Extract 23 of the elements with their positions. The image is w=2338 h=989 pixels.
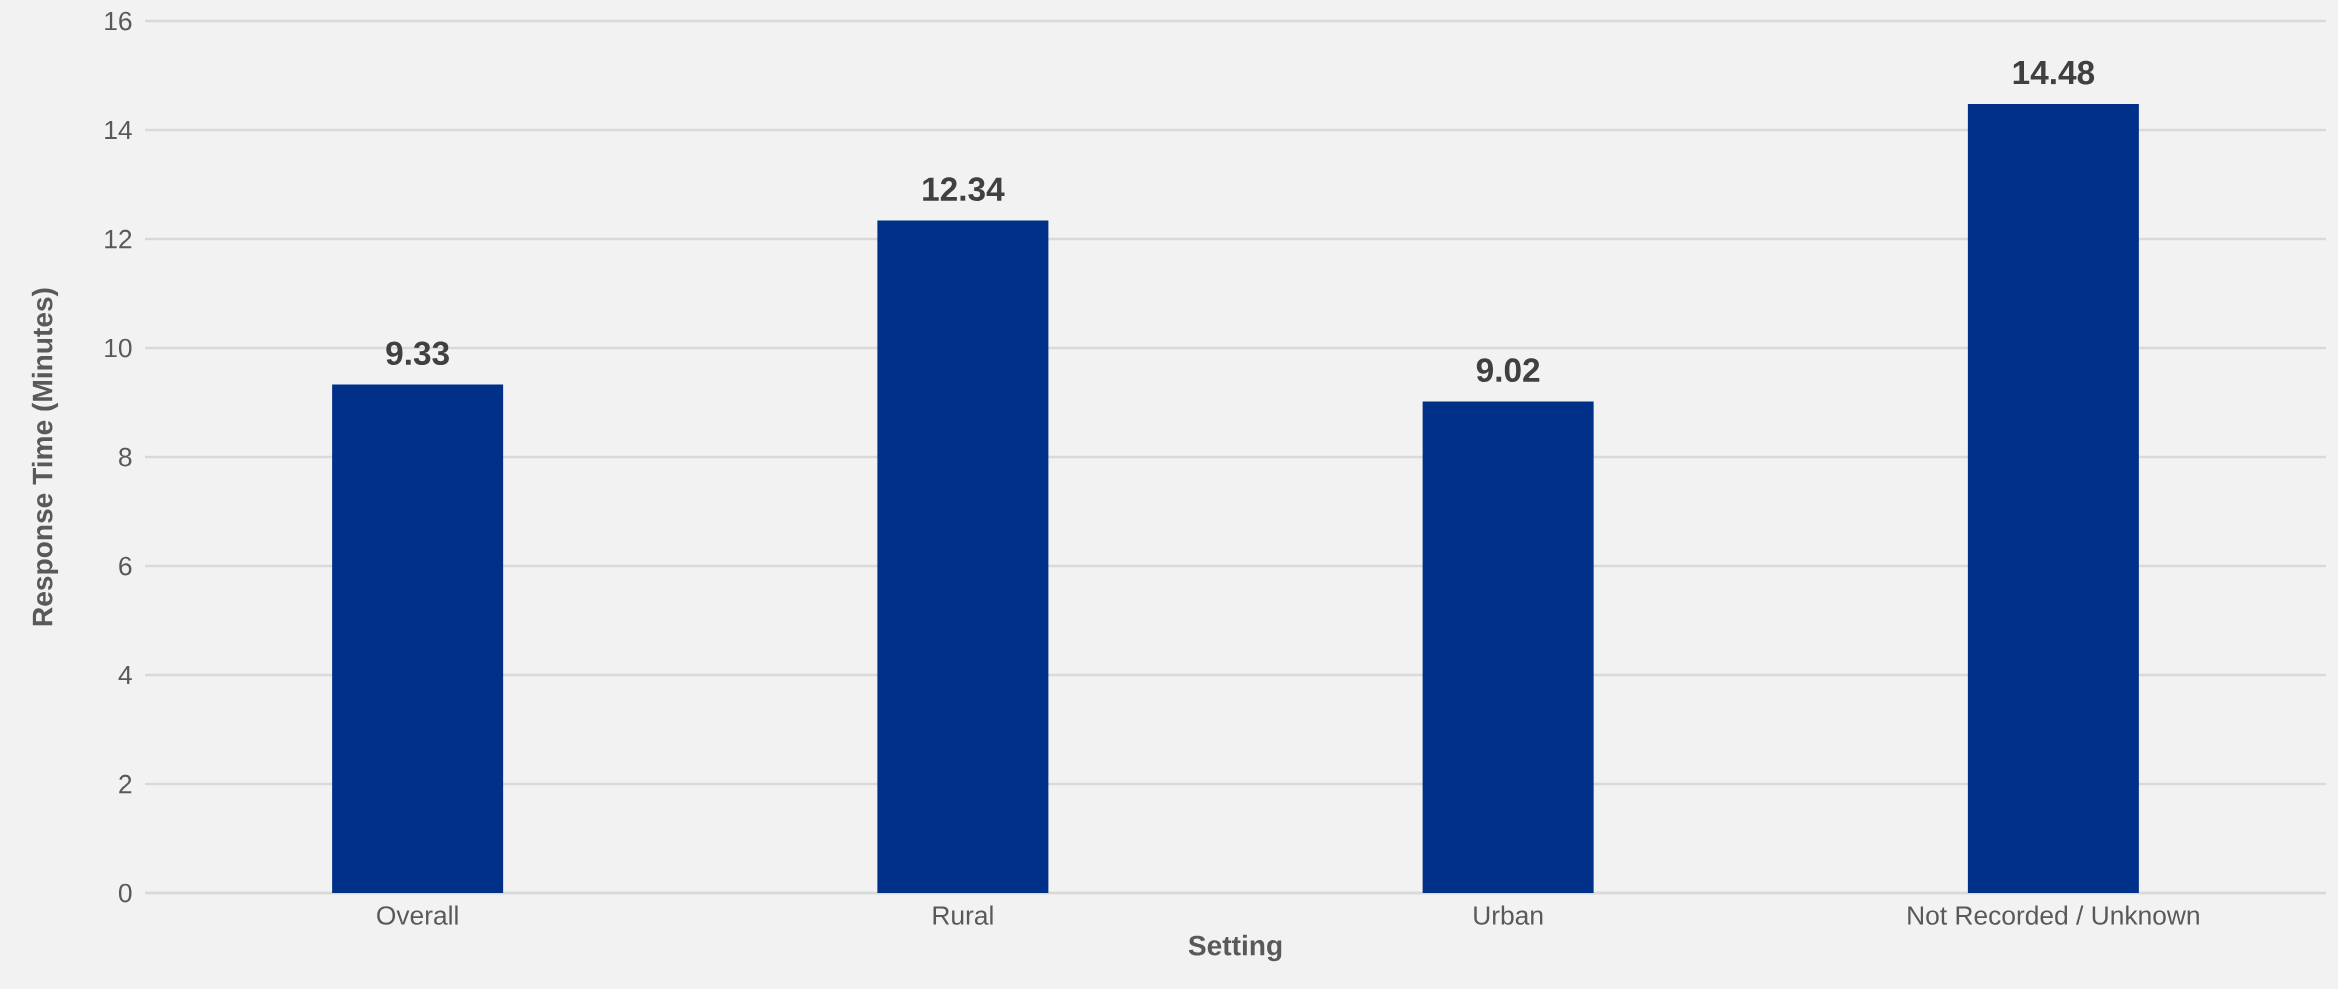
- y-tick-label: 10: [105, 338, 132, 358]
- x-axis-title: Setting: [1188, 934, 1282, 962]
- data-label: 14.48: [2013, 60, 2095, 85]
- x-tick-label: Not Recorded / Unknown: [1908, 905, 2199, 925]
- x-tick-label: Rural: [933, 905, 993, 925]
- y-tick-label: 12: [105, 229, 132, 249]
- x-tick-label: Urban: [1474, 905, 1543, 925]
- y-tick-label: 6: [119, 556, 132, 576]
- y-axis-title: Response Time (Minutes): [31, 288, 59, 626]
- data-label: 9.02: [1476, 358, 1540, 382]
- bar: [1422, 401, 1594, 894]
- x-tick-label: Overall: [377, 905, 458, 925]
- y-tick-label: 8: [119, 447, 132, 467]
- y-tick-label: 0: [118, 883, 132, 903]
- bar: [332, 384, 504, 894]
- y-tick-label: 4: [118, 665, 132, 685]
- data-label: 9.33: [386, 341, 449, 366]
- bar: [1967, 103, 2139, 894]
- bar: [877, 220, 1049, 894]
- y-tick-label: 16: [105, 11, 132, 31]
- data-label: 12.34: [923, 177, 1005, 202]
- y-tick-label: 2: [119, 774, 132, 794]
- y-tick-label: 14: [105, 120, 132, 140]
